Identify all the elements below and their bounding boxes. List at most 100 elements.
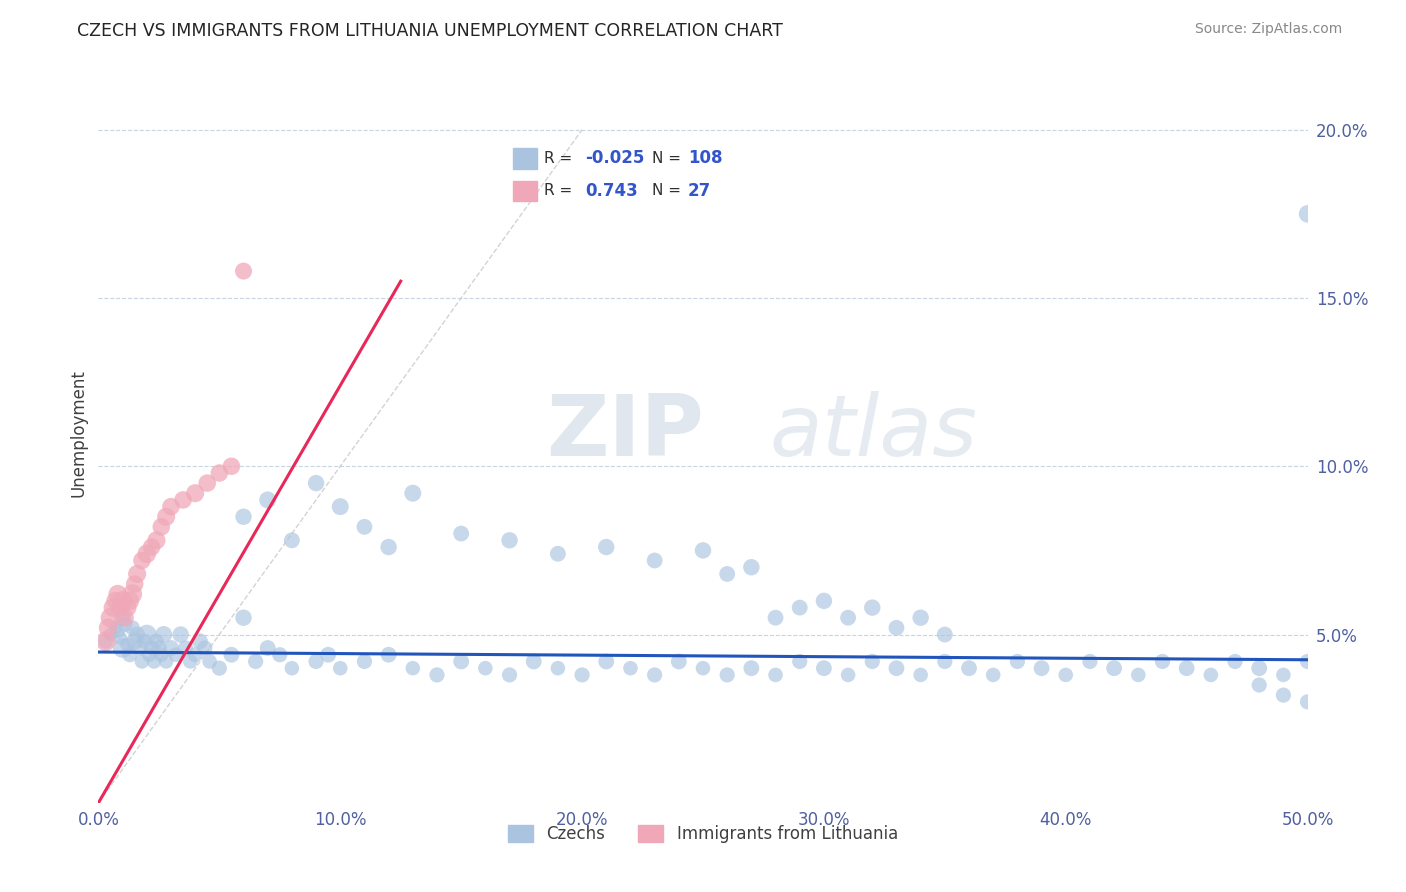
Point bbox=[619, 661, 641, 675]
Point bbox=[957, 661, 980, 675]
Point bbox=[981, 668, 1004, 682]
Point bbox=[860, 655, 883, 669]
Point bbox=[221, 459, 243, 474]
Point bbox=[94, 634, 117, 648]
Point bbox=[353, 655, 375, 669]
Point bbox=[124, 577, 146, 591]
Point bbox=[160, 500, 183, 514]
Point bbox=[208, 466, 231, 480]
Point bbox=[377, 540, 399, 554]
Point bbox=[198, 655, 221, 669]
Point bbox=[1078, 655, 1101, 669]
Point bbox=[910, 668, 932, 682]
Point bbox=[1128, 668, 1150, 682]
Point bbox=[595, 540, 617, 554]
Point bbox=[498, 668, 520, 682]
Point bbox=[135, 627, 157, 641]
Y-axis label: Unemployment: Unemployment bbox=[69, 368, 87, 497]
Point bbox=[160, 640, 183, 655]
Point bbox=[114, 617, 136, 632]
Point bbox=[152, 627, 174, 641]
Point bbox=[813, 594, 835, 608]
Point bbox=[1054, 668, 1077, 682]
Point bbox=[184, 486, 207, 500]
Point bbox=[571, 668, 593, 682]
Text: 0.743: 0.743 bbox=[585, 182, 637, 200]
Point bbox=[172, 492, 194, 507]
Point bbox=[789, 655, 811, 669]
Point bbox=[114, 610, 136, 624]
Text: R =: R = bbox=[544, 184, 572, 199]
Point bbox=[402, 661, 425, 675]
Point bbox=[668, 655, 690, 669]
Point bbox=[860, 600, 883, 615]
Point bbox=[595, 655, 617, 669]
Point bbox=[155, 655, 177, 669]
Point bbox=[141, 540, 163, 554]
Point bbox=[329, 661, 352, 675]
Point bbox=[232, 610, 254, 624]
Point bbox=[353, 520, 375, 534]
Point bbox=[131, 553, 153, 567]
Point bbox=[111, 594, 134, 608]
Point bbox=[1102, 661, 1125, 675]
Point bbox=[232, 264, 254, 278]
Point bbox=[107, 587, 129, 601]
Point bbox=[179, 655, 201, 669]
Text: 27: 27 bbox=[688, 182, 711, 200]
Point bbox=[692, 661, 714, 675]
Point bbox=[127, 566, 149, 581]
Legend: Czechs, Immigrants from Lithuania: Czechs, Immigrants from Lithuania bbox=[502, 819, 904, 850]
Point bbox=[101, 600, 124, 615]
Point bbox=[934, 655, 956, 669]
Point bbox=[1031, 661, 1053, 675]
Point bbox=[886, 661, 908, 675]
Point bbox=[145, 634, 167, 648]
Point bbox=[523, 655, 546, 669]
Point bbox=[148, 640, 170, 655]
Point bbox=[94, 634, 117, 648]
Point bbox=[145, 533, 167, 548]
Point bbox=[813, 661, 835, 675]
Point bbox=[100, 627, 122, 641]
Text: atlas: atlas bbox=[769, 391, 977, 475]
Point bbox=[716, 566, 738, 581]
Point bbox=[1175, 661, 1198, 675]
Point bbox=[118, 648, 141, 662]
Point bbox=[1152, 655, 1174, 669]
Point bbox=[245, 655, 267, 669]
Point bbox=[910, 610, 932, 624]
Point bbox=[138, 648, 160, 662]
Point bbox=[111, 640, 134, 655]
Point bbox=[141, 640, 163, 655]
Point bbox=[1007, 655, 1029, 669]
Point bbox=[150, 520, 173, 534]
Point bbox=[716, 668, 738, 682]
Point bbox=[426, 668, 449, 682]
Point bbox=[1272, 668, 1295, 682]
Text: Source: ZipAtlas.com: Source: ZipAtlas.com bbox=[1195, 22, 1343, 37]
Point bbox=[1296, 207, 1319, 221]
Point bbox=[644, 668, 666, 682]
Point bbox=[1199, 668, 1222, 682]
Point bbox=[131, 655, 153, 669]
Text: 108: 108 bbox=[688, 149, 723, 168]
Point bbox=[111, 610, 134, 624]
Point bbox=[107, 624, 129, 639]
Point bbox=[143, 655, 166, 669]
Point bbox=[789, 600, 811, 615]
Point bbox=[108, 600, 131, 615]
Point bbox=[377, 648, 399, 662]
Point bbox=[184, 648, 207, 662]
Point bbox=[121, 587, 143, 601]
Point bbox=[934, 627, 956, 641]
Point bbox=[450, 655, 472, 669]
Point bbox=[1223, 655, 1246, 669]
Point bbox=[117, 600, 139, 615]
Bar bbox=[513, 180, 537, 202]
Point bbox=[256, 492, 278, 507]
Point bbox=[221, 648, 243, 662]
Point bbox=[100, 610, 122, 624]
Point bbox=[117, 638, 139, 652]
Point bbox=[765, 668, 787, 682]
